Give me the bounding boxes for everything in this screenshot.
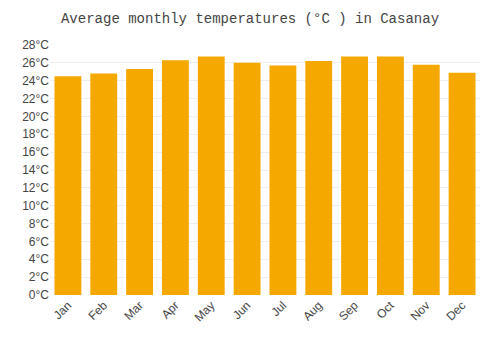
svg-text:0°C: 0°C: [29, 288, 49, 302]
svg-text:26°C: 26°C: [22, 56, 49, 70]
svg-text:Nov: Nov: [408, 298, 433, 323]
svg-text:4°C: 4°C: [29, 252, 49, 266]
svg-text:2°C: 2°C: [29, 270, 49, 284]
svg-text:6°C: 6°C: [29, 235, 49, 249]
svg-text:Average monthly temperatures (: Average monthly temperatures (°C ) in Ca…: [61, 11, 439, 27]
svg-text:Aug: Aug: [300, 298, 325, 323]
svg-text:Jan: Jan: [51, 298, 75, 322]
svg-text:Mar: Mar: [121, 298, 146, 323]
svg-text:10°C: 10°C: [22, 199, 49, 213]
svg-text:18°C: 18°C: [22, 127, 49, 141]
svg-text:Feb: Feb: [86, 298, 111, 323]
svg-text:28°C: 28°C: [22, 38, 49, 52]
svg-text:Apr: Apr: [159, 298, 182, 321]
svg-text:Sep: Sep: [336, 298, 361, 323]
svg-text:22°C: 22°C: [22, 92, 49, 106]
svg-text:20°C: 20°C: [22, 110, 49, 124]
svg-text:14°C: 14°C: [22, 163, 49, 177]
svg-text:8°C: 8°C: [29, 217, 49, 231]
svg-text:16°C: 16°C: [22, 145, 49, 159]
svg-text:24°C: 24°C: [22, 74, 49, 88]
svg-text:12°C: 12°C: [22, 181, 49, 195]
svg-text:Oct: Oct: [374, 298, 398, 322]
svg-text:Jul: Jul: [269, 298, 290, 319]
svg-text:May: May: [192, 298, 218, 324]
svg-text:Dec: Dec: [443, 298, 468, 323]
svg-text:Jun: Jun: [230, 298, 254, 322]
